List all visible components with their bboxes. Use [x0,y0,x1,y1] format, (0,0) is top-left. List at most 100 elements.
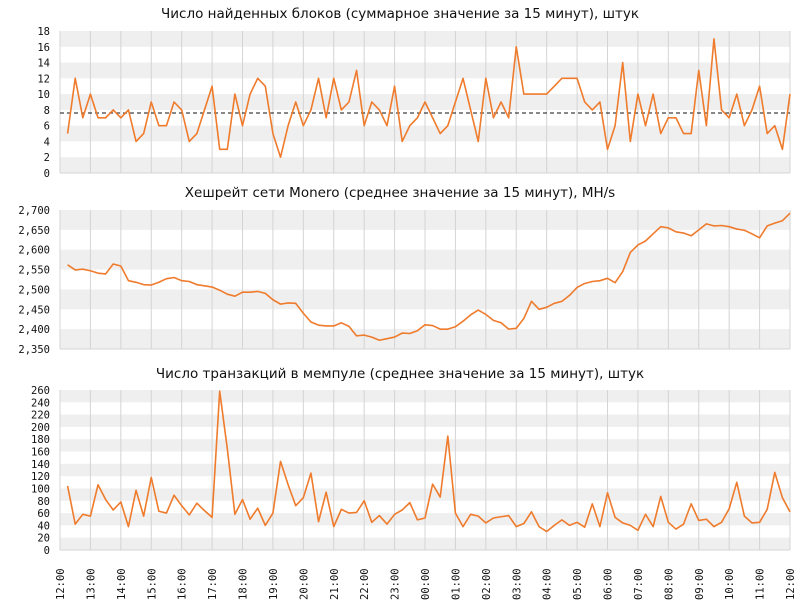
chart-1-data-point [150,101,152,103]
chart-1-data-point [226,148,228,150]
x-tick-label: 17:00 [207,568,219,600]
x-tick-label: 09:00 [694,568,706,600]
chart-1-data-point [432,117,434,119]
chart-2-data-point [310,321,312,323]
chart-2-data-point [203,285,205,287]
chart-2-data-point [584,282,586,284]
chart-1-data-point [576,77,578,79]
x-tick-label: 18:00 [238,568,250,600]
x-tick-label: 12:00 [55,568,67,600]
chart-2-data-point [751,233,753,235]
chart-1-data-point [272,133,274,135]
chart-1-ytick-label: 18 [37,26,50,38]
chart-3-data-point [523,523,525,525]
chart-1-data-point [751,109,753,111]
chart-3-data-point [287,484,289,486]
chart-1-data-point [257,77,259,79]
x-tick-label: 07:00 [633,568,645,600]
chart-2-data-point [67,264,69,266]
chart-3-data-point [683,523,685,525]
chart-1-data-point [622,62,624,64]
x-tick-label: 00:00 [420,568,432,600]
chart-1-data-point [736,93,738,95]
x-tick-label: 04:00 [542,568,554,600]
chart-2-data-point [728,226,730,228]
chart-1-data-point [728,117,730,119]
chart-2-data-point [325,325,327,327]
chart-2-data-point [226,293,228,295]
chart-2-data-point [386,338,388,340]
chart-3-data-point [401,509,403,511]
chart-1-data-point [386,125,388,127]
chart-3-data-point [188,514,190,516]
chart-3-data-point [599,526,601,528]
chart-3-data-point [447,435,449,437]
x-tick-label: 01:00 [450,568,462,600]
x-tick-label: 11:00 [755,568,767,600]
chart-1-data-point [394,85,396,87]
chart-3-data-point [97,484,99,486]
chart-3-data-point [340,508,342,510]
chart-1-data-point [781,148,783,150]
chart-2-data-point [766,225,768,227]
chart-2-data-point [607,277,609,279]
x-tick-label: 14:00 [116,568,128,600]
x-tick-label: 13:00 [85,568,97,600]
chart-1-ytick-label: 2 [44,152,50,164]
chart-3-ytick-label: 0 [44,545,50,557]
chart-2-data-point [394,336,396,338]
chart-2-data-point [622,271,624,273]
chart-3-data-point [165,512,167,514]
chart-3-data-point [264,524,266,526]
chart-2-data-point [568,294,570,296]
chart-2-data-point [340,322,342,324]
chart-1-data-point [568,77,570,79]
chart-3-data-point [120,501,122,503]
chart-2-data-point [158,281,160,283]
chart-1-ytick-label: 8 [44,105,50,117]
chart-3-data-point [454,512,456,514]
chart-1-data-point [67,133,69,135]
chart-3-data-point [721,521,723,523]
chart-1-data-point [629,140,631,142]
chart-3-data-point [530,511,532,513]
chart-3-data-point [318,521,320,523]
chart-3-data-point [667,521,669,523]
chart-3-data-point [508,515,510,517]
chart-3-ytick-label: 260 [31,385,50,397]
x-tick-label: 05:00 [572,568,584,600]
chart-2-ytick-label: 2,500 [18,284,50,296]
chart-1-data-point [591,109,593,111]
chart-1-data-point [759,85,761,87]
chart-1-data-point [743,125,745,127]
chart-1-data-point [310,109,312,111]
chart-3-data-point [675,528,677,530]
chart-2-data-point [492,319,494,321]
chart-3-data-point [363,500,365,502]
chart-3-data-point [416,519,418,521]
chart-1-data-point [789,93,791,95]
chart-1-data-point [607,148,609,150]
chart-2-data-point [781,220,783,222]
chart-2-data-point [135,281,137,283]
chart-1-data-point [234,93,236,95]
chart-1-data-point [614,125,616,127]
chart-3-data-point [576,521,578,523]
chart-1-data-point [515,46,517,48]
chart-3-data-point [249,518,251,520]
chart-2-data-point [295,302,297,304]
chart-2-data-point [538,308,540,310]
chart-3-data-point [614,516,616,518]
chart-3-data-point [211,516,213,518]
chart-3-ytick-label: 220 [31,410,50,422]
chart-3-data-point [485,522,487,524]
chart-3-data-point [568,524,570,526]
chart-2-data-point [485,313,487,315]
chart-1-data-point [637,93,639,95]
chart-2-ytick-label: 2,550 [18,265,50,277]
chart-3-data-point [591,503,593,505]
chart-2-data-point [470,314,472,316]
chart-2-data-point [143,284,145,286]
chart-2-data-point [705,223,707,225]
chart-3-data-point [295,505,297,507]
